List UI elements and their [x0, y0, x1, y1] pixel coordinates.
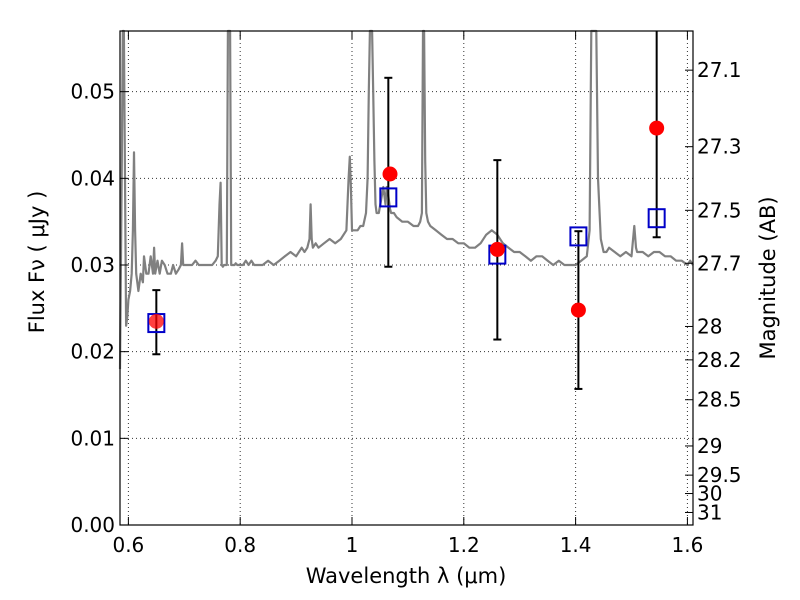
y-tick-label: 0.04: [70, 166, 115, 190]
tick-layer: 0.6 0.8 1 1.2 1.4 1.6 0.00 0.01 0.02 0.03 0.04 0.05…: [70, 31, 742, 557]
x-axis-label: Wavelength λ (μm): [306, 564, 507, 588]
right-tick-label: 30: [697, 482, 722, 506]
y-tick-label: 0.03: [70, 253, 115, 277]
observed-photometry-point: [570, 302, 586, 318]
right-tick-label: 27.7: [697, 251, 742, 275]
observed-photometry-point: [382, 166, 398, 182]
x-tick-label: 0.6: [112, 533, 144, 557]
spectrum-layer: [118, 29, 694, 370]
x-tick-label: 0.8: [224, 533, 256, 557]
y-axis-label: Flux Fν ( μJy ): [25, 191, 49, 334]
spectrum-line: [118, 29, 694, 370]
observed-photometry-point: [649, 120, 665, 136]
x-tick-label: 1.6: [672, 533, 704, 557]
model-photometry-square: [647, 208, 666, 229]
observed-photometry-points: [148, 120, 665, 329]
y-tick-label: 0.05: [70, 80, 115, 104]
right-tick-label: 29.5: [697, 463, 742, 487]
right-tick-label: 28: [697, 314, 722, 338]
x-tick-label: 1.2: [448, 533, 480, 557]
right-tick-label: 27.1: [697, 58, 742, 82]
observed-photometry-point: [489, 241, 505, 257]
right-tick-label: 29: [697, 434, 722, 458]
x-tick-label: 1.4: [560, 533, 592, 557]
right-axis-label: Magnitude (AB): [756, 196, 780, 359]
plot-frame: [119, 30, 694, 526]
right-tick-label: 27.5: [697, 198, 742, 222]
y-tick-label: 0.02: [70, 340, 115, 364]
observed-photometry-point: [148, 313, 164, 329]
right-tick-label: 31: [697, 500, 722, 524]
y-tick-label: 0.01: [70, 426, 115, 450]
grid-layer: [120, 31, 693, 526]
right-tick-label: 28.5: [697, 388, 742, 412]
y-tick-label: 0.00: [70, 513, 115, 537]
right-tick-label: 27.3: [697, 135, 742, 159]
x-tick-label: 1: [346, 533, 359, 557]
model-photometry-square: [379, 187, 398, 208]
model-photometry-square: [569, 226, 588, 247]
right-tick-label: 28.2: [697, 348, 742, 372]
